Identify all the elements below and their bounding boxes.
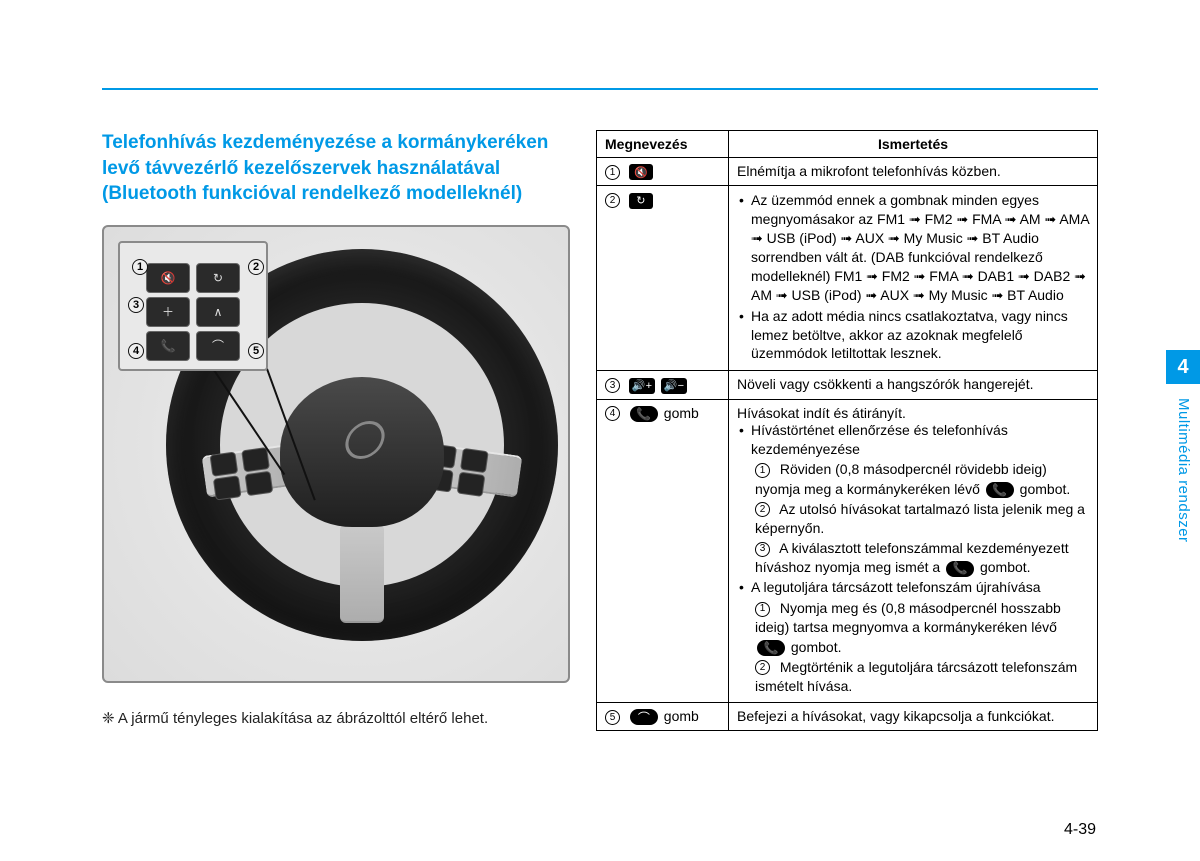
- spoke-bottom: [340, 523, 384, 623]
- row4-stepb1b: gombot.: [791, 639, 842, 655]
- top-rule: [102, 88, 1098, 90]
- mute-icon: 🔇: [629, 164, 653, 180]
- table-row: 2 ↻ Az üzemmód ennek a gombnak minden eg…: [597, 186, 1098, 371]
- vol-down-icon: 🔊−: [661, 378, 687, 394]
- row4-step1b: gombot.: [1020, 481, 1071, 497]
- row4-name: 4 📞 gomb: [597, 399, 729, 702]
- step-num-2: 2: [755, 502, 770, 517]
- inset-mode-icon: ↻: [196, 263, 240, 293]
- call-icon-inline-2: 📞: [946, 561, 974, 577]
- row3-name: 3 🔊+ 🔊−: [597, 371, 729, 399]
- row2-num: 2: [605, 193, 620, 208]
- inset-vol-icon: ＋: [146, 297, 190, 327]
- vol-up-icon: 🔊+: [629, 378, 655, 394]
- row5-desc: Befejezi a hívásokat, vagy kikapcsolja a…: [729, 702, 1098, 730]
- row4-stepb2-text: Megtörténik a legutoljára tárcsázott tel…: [755, 659, 1077, 695]
- inset-call-icon: 📞: [146, 331, 190, 361]
- row4-stepb2: 2 Megtörténik a legutoljára tárcsázott t…: [737, 658, 1089, 697]
- th-name: Megnevezés: [597, 131, 729, 158]
- table-row: 1 🔇 Elnémítja a mikrofont telefonhívás k…: [597, 158, 1098, 186]
- callout-5: 5: [248, 343, 264, 359]
- call-icon-inline-3: 📞: [757, 640, 785, 656]
- row4-num: 4: [605, 406, 620, 421]
- figure-footnote: ❈ A jármű tényleges kialakítása az ábráz…: [102, 709, 572, 727]
- footnote-marker: ❈: [102, 710, 115, 727]
- row4-bullet-b: A legutoljára tárcsázott telefonszám újr…: [737, 578, 1089, 597]
- table-row: 3 🔊+ 🔊− Növeli vagy csökkenti a hangszór…: [597, 371, 1098, 399]
- left-pad-4: [245, 471, 274, 496]
- row2-name: 2 ↻: [597, 186, 729, 371]
- row1-num: 1: [605, 165, 620, 180]
- stepb-num-2: 2: [755, 660, 770, 675]
- table-row: 4 📞 gomb Hívásokat indít és átirányít. H…: [597, 399, 1098, 702]
- row4-line1: Hívásokat indít és átirányít.: [737, 405, 1089, 421]
- stepb-num-1: 1: [755, 602, 770, 617]
- inset-end-icon: ⌒: [196, 331, 240, 361]
- wheel-hub: [280, 377, 444, 527]
- row2-bullet-2: Ha az adott média nincs csatlakoztatva, …: [737, 307, 1089, 364]
- controls-inset: 🔇 ↻ ＋ ∧ 📞 ⌒ 1 2 3 4 5: [118, 241, 268, 371]
- row1-name: 1 🔇: [597, 158, 729, 186]
- right-pad-4: [457, 472, 486, 497]
- row4-step2: 2 Az utolsó hívásokat tartalmazó lista j…: [737, 500, 1089, 539]
- section-heading: Telefonhívás kezdeményezése a kormányker…: [102, 130, 572, 207]
- row4-step3: 3 A kiválasztott telefonszámmal kezdemén…: [737, 539, 1089, 578]
- row4-stepb1a: Nyomja meg és (0,8 másodpercnél hosszabb…: [755, 600, 1061, 636]
- row2-desc: Az üzemmód ennek a gombnak minden egyes …: [729, 186, 1098, 371]
- row4-desc: Hívásokat indít és átirányít. Hívástörté…: [729, 399, 1098, 702]
- step-num-3: 3: [755, 542, 770, 557]
- inset-mute-icon: 🔇: [146, 263, 190, 293]
- right-pad-2: [460, 448, 489, 473]
- chapter-label: Multimédia rendszer: [1175, 398, 1192, 543]
- left-pad-2: [241, 447, 270, 472]
- row4-step1: 1 Röviden (0,8 másodpercnél rövidebb ide…: [737, 460, 1089, 499]
- inset-seek-icon: ∧: [196, 297, 240, 327]
- right-column: Megnevezés Ismertetés 1 🔇 Elnémítja a mi…: [596, 130, 1098, 731]
- steering-wheel-figure: 🔇 ↻ ＋ ∧ 📞 ⌒ 1 2 3 4 5: [102, 225, 570, 683]
- row1-desc: Elnémítja a mikrofont telefonhívás közbe…: [729, 158, 1098, 186]
- callout-3: 3: [128, 297, 144, 313]
- callout-4: 4: [128, 343, 144, 359]
- row4-step3b: gombot.: [980, 559, 1031, 575]
- inset-button-grid: 🔇 ↻ ＋ ∧ 📞 ⌒: [146, 263, 240, 361]
- left-pad-3: [213, 475, 242, 500]
- step-num-1: 1: [755, 463, 770, 478]
- row3-num: 3: [605, 378, 620, 393]
- row4-bullet-a: Hívástörténet ellenőrzése és telefonhívá…: [737, 421, 1089, 459]
- end-call-icon: ⌒: [630, 709, 658, 725]
- row4-word: gomb: [664, 405, 699, 421]
- row4-step2-text: Az utolsó hívásokat tartalmazó lista jel…: [755, 501, 1085, 537]
- row2-bullet-1: Az üzemmód ennek a gombnak minden egyes …: [737, 191, 1089, 304]
- footnote-text: A jármű tényleges kialakítása az ábrázol…: [118, 710, 488, 727]
- left-pad-1: [209, 451, 238, 476]
- callout-1: 1: [132, 259, 148, 275]
- call-icon-inline: 📞: [986, 482, 1014, 498]
- callout-2: 2: [248, 259, 264, 275]
- table-row: 5 ⌒ gomb Befejezi a hívásokat, vagy kika…: [597, 702, 1098, 730]
- left-column: Telefonhívás kezdeményezése a kormányker…: [102, 130, 572, 731]
- row5-name: 5 ⌒ gomb: [597, 702, 729, 730]
- row3-desc: Növeli vagy csökkenti a hangszórók hange…: [729, 371, 1098, 399]
- th-desc: Ismertetés: [729, 131, 1098, 158]
- row5-num: 5: [605, 710, 620, 725]
- page-number: 4-39: [1064, 821, 1096, 839]
- page-content: Telefonhívás kezdeményezése a kormányker…: [102, 130, 1098, 731]
- mode-icon: ↻: [629, 193, 653, 209]
- call-icon: 📞: [630, 406, 658, 422]
- row4-stepb1: 1 Nyomja meg és (0,8 másodpercnél hossza…: [737, 599, 1089, 658]
- row5-word: gomb: [664, 708, 699, 724]
- chapter-tab: 4: [1166, 350, 1200, 384]
- controls-table: Megnevezés Ismertetés 1 🔇 Elnémítja a mi…: [596, 130, 1098, 731]
